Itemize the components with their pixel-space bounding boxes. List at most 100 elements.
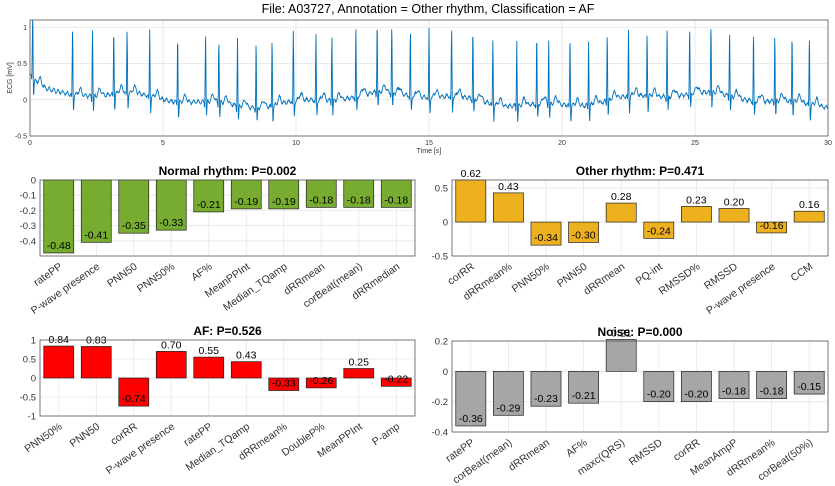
category-label: dRRmean (506, 437, 552, 474)
bar-value-label: -0.33 (159, 217, 183, 229)
bar-value-label: 0.21 (611, 327, 632, 339)
figure-title: File: A03727, Annotation = Other rhythm,… (262, 2, 595, 16)
category-label: AF% (189, 261, 215, 284)
bar-value-label: -0.22 (384, 373, 408, 385)
category-label: Median_TQamp (221, 261, 290, 314)
y-tick-label: 0.5 (23, 355, 36, 366)
bar-value-label: -0.18 (309, 194, 333, 206)
bar (568, 370, 599, 404)
bar (530, 370, 562, 407)
ecg-y-axis-label: ECG [mV] (7, 62, 14, 94)
chart-title: Other rhythm: P=0.471 (576, 164, 705, 178)
axes-box (39, 179, 416, 257)
bar (230, 361, 262, 379)
ecg-y-tick-label: -0.5 (15, 134, 27, 141)
af-chart: -1-0.500.51 0.84PNN50%0.83PNN50-0.74corRR… (20, 324, 416, 477)
chart-title: AF: P=0.526 (193, 324, 262, 338)
category-label: dRRmean (582, 261, 628, 298)
bar-value-label: -0.18 (722, 386, 746, 398)
bar-value-label: 0.20 (724, 197, 745, 209)
y-tick-label: -1 (28, 412, 36, 423)
bar (681, 206, 712, 223)
ecg-x-axis-label: Time [s] (417, 148, 442, 155)
bar (793, 370, 825, 395)
bar (193, 356, 225, 379)
bar-value-label: -0.35 (122, 220, 146, 232)
bar (568, 221, 599, 243)
bar (43, 345, 75, 379)
ecg-x-tick-label: 20 (558, 140, 566, 147)
y-tick-label: -0.4 (20, 236, 36, 247)
normal-rhythm-chart: -0.4-0.3-0.2-0.10-0.48ratePP-0.41P-wave … (20, 164, 416, 317)
category-label: PNN50% (22, 421, 64, 456)
category-label: PNN50% (510, 261, 552, 296)
bar-value-label: -0.30 (572, 229, 596, 241)
bar-value-label: 0.16 (799, 199, 820, 211)
bar (118, 179, 150, 234)
bar (718, 370, 750, 399)
bar (793, 210, 825, 223)
y-tick-label: -0.3 (20, 221, 36, 232)
bar-value-label: 0.25 (349, 357, 370, 369)
axes-box (451, 179, 829, 257)
bar (230, 179, 262, 210)
category-label: CCM (789, 261, 815, 285)
bar-value-label: 0.62 (461, 168, 482, 180)
bar-value-label: -0.16 (760, 220, 784, 232)
category-label: P-amp (370, 421, 402, 449)
bar-value-label: 0.43 (236, 350, 257, 362)
ecg-y-tick-label: 0 (23, 97, 27, 104)
chart-title: Noise: P=0.000 (597, 325, 682, 339)
ecg-x-tick-label: 0 (28, 140, 32, 147)
bar-value-label: -0.34 (534, 232, 558, 244)
y-tick-label: 0 (443, 218, 448, 229)
category-label: corRR (671, 436, 703, 463)
other-rhythm-chart: -0.500.50.62corRR0.43dRRmean%-0.34PNN50%… (432, 164, 829, 317)
bar-value-label: -0.18 (384, 194, 408, 206)
category-label: P-wave presence (104, 421, 177, 477)
bar-value-label: -0.48 (47, 240, 71, 252)
bar-value-label: -0.20 (647, 389, 671, 401)
y-tick-label: -0.1 (20, 191, 36, 202)
bar (343, 179, 375, 208)
bar (193, 179, 225, 213)
category-label: corRR (108, 420, 140, 447)
bar-value-label: -0.33 (272, 378, 296, 390)
bar-value-label: -0.29 (496, 402, 520, 414)
bar-value-label: 0.70 (161, 339, 182, 351)
bar-value-label: 0.55 (199, 345, 220, 357)
bar (493, 370, 524, 416)
bar-value-label: -0.41 (84, 229, 108, 241)
bar (380, 377, 412, 387)
bar (643, 370, 675, 403)
bar (155, 351, 187, 379)
bar (605, 339, 637, 372)
category-label: PNN50% (135, 261, 177, 296)
bar (305, 377, 337, 389)
y-tick-label: -0.4 (432, 428, 448, 439)
y-tick-label: -0.5 (432, 252, 448, 263)
ecg-x-tick-label: 5 (161, 140, 165, 147)
bar-value-label: 0.28 (611, 191, 632, 203)
category-label: PNN50 (68, 421, 103, 450)
bar-value-label: -0.15 (797, 381, 821, 393)
bar-value-label: -0.24 (647, 225, 671, 237)
ecg-series-line (29, 19, 829, 122)
ecg-x-tick-label: 25 (691, 140, 699, 147)
y-tick-label: 0.5 (435, 184, 448, 195)
y-tick-label: 0 (443, 367, 448, 378)
bar (756, 370, 787, 399)
ecg-x-tick-label: 10 (292, 140, 300, 147)
bar-value-label: 0.43 (498, 181, 519, 193)
bar (305, 179, 337, 208)
axes-box (39, 339, 416, 417)
y-tick-label: 0 (31, 374, 36, 385)
category-label: P-wave presence (704, 261, 777, 317)
ecg-axes-box (29, 19, 829, 137)
bar (118, 377, 150, 407)
bar-value-label: -0.19 (272, 196, 296, 208)
y-tick-label: -0.2 (432, 397, 448, 408)
bar (80, 346, 112, 379)
bar (155, 179, 187, 231)
